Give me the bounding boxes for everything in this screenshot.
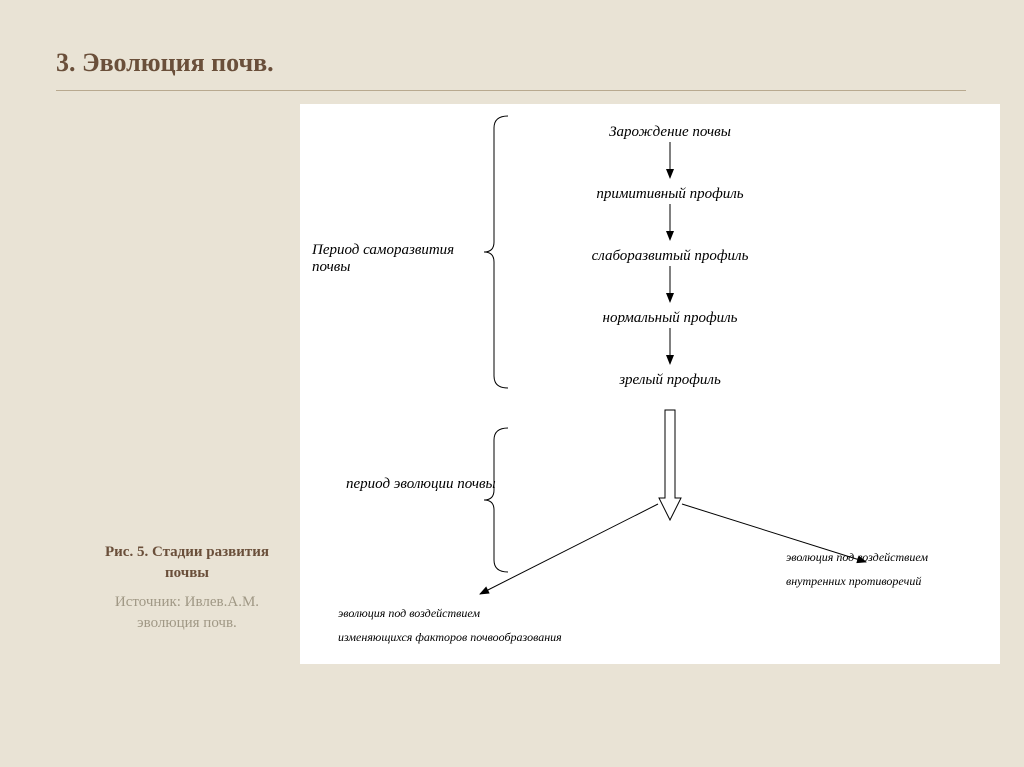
stage-label-0: Зарождение почвы xyxy=(609,124,731,141)
outcome-1-line-1: внутренних противоречий xyxy=(786,574,921,589)
stage-label-2: слаборазвитый профиль xyxy=(592,248,749,265)
slide-title: 3. Эволюция почв. xyxy=(56,48,274,78)
big-hollow-arrow xyxy=(659,410,681,520)
brace-0 xyxy=(484,116,508,388)
title-rule xyxy=(56,90,966,91)
caption-source: Источник: Ивлев.А.М. эволюция почв. xyxy=(92,592,282,634)
outcome-0-line-1: изменяющихся факторов почвообразования xyxy=(338,630,562,645)
stage-label-1: примитивный профиль xyxy=(596,186,743,203)
figure-caption: Рис. 5. Стадии развития почвы Источник: … xyxy=(92,542,282,634)
caption-heading: Рис. 5. Стадии развития почвы xyxy=(92,542,282,584)
stage-label-4: зрелый профиль xyxy=(619,372,721,389)
stage-label-3: нормальный профиль xyxy=(603,310,738,327)
period-label-1: период эволюции почвы xyxy=(346,476,496,493)
brace-1 xyxy=(484,428,508,572)
outcome-0-line-0: эволюция под воздействием xyxy=(338,606,480,621)
diagram-panel: Зарождение почвы примитивный профиль слабо… xyxy=(300,104,1000,664)
branch-arrow-0 xyxy=(480,504,658,594)
outcome-1-line-0: эволюция под воздействием xyxy=(786,550,928,565)
period-label-0: Период саморазвития почвы xyxy=(312,242,482,276)
